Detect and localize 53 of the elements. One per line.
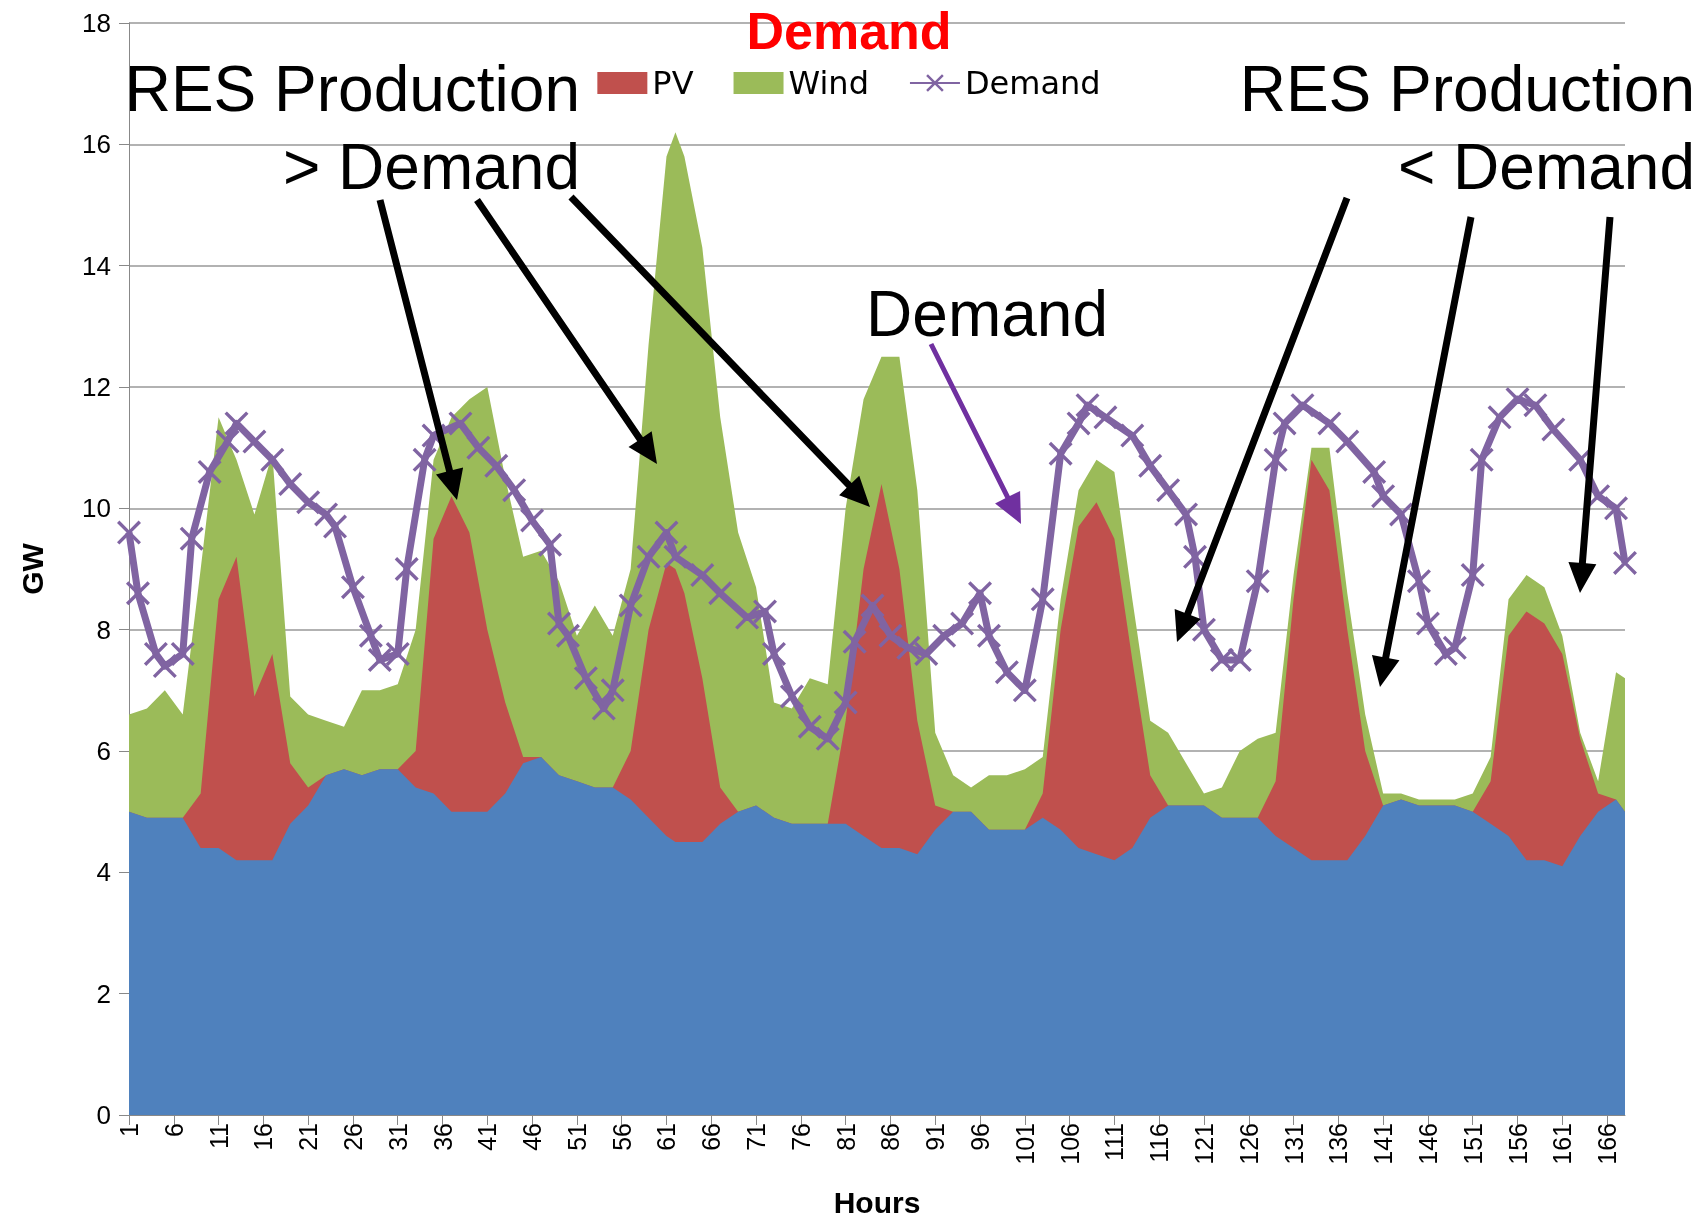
x-tick-label: 36 <box>428 1123 457 1151</box>
x-tick-label: 131 <box>1279 1123 1308 1165</box>
x-tick-label: 156 <box>1503 1123 1532 1165</box>
annotation: Demand <box>865 277 1108 352</box>
x-tick-label: 121 <box>1189 1123 1218 1165</box>
annotation: RES Production < Demand <box>1238 52 1695 205</box>
x-tick-label: 96 <box>966 1123 995 1151</box>
x-tick-label: 116 <box>1145 1123 1174 1163</box>
x-tick-label: 81 <box>831 1123 860 1151</box>
x-axis-title: Hours <box>833 1185 921 1219</box>
x-tick-label: 141 <box>1369 1123 1398 1165</box>
x-tick-label: 16 <box>249 1123 278 1151</box>
x-tick-label: 46 <box>518 1123 547 1151</box>
y-tick-label: 18 <box>82 8 111 38</box>
annotation: RES Production > Demand <box>123 52 580 205</box>
y-tick-label: 4 <box>96 857 111 888</box>
x-tick-label: 31 <box>383 1123 412 1151</box>
x-tick-label: 146 <box>1413 1123 1442 1165</box>
y-tick-label: 0 <box>96 1100 111 1130</box>
x-tick-label: 66 <box>697 1123 726 1151</box>
x-tick-label: 71 <box>742 1123 771 1151</box>
y-tick-label: 8 <box>96 614 111 645</box>
x-tick-label: 86 <box>876 1123 905 1151</box>
x-tick-label: 111 <box>1100 1123 1129 1162</box>
x-tick-label: 6 <box>159 1123 188 1137</box>
x-tick-label: 76 <box>786 1123 815 1151</box>
x-tick-label: 106 <box>1055 1123 1084 1165</box>
y-tick-label: 10 <box>82 493 111 524</box>
x-tick-label: 51 <box>562 1123 591 1151</box>
x-tick-label: 1 <box>115 1123 143 1137</box>
legend-label: PV <box>652 64 694 102</box>
x-tick-label: 91 <box>921 1123 950 1151</box>
y-tick-label: 16 <box>82 129 111 160</box>
y-tick-label: 2 <box>96 978 111 1009</box>
x-tick-label: 26 <box>338 1123 367 1151</box>
x-tick-label: 161 <box>1548 1123 1577 1165</box>
y-tick-label: 12 <box>82 372 111 402</box>
x-tick-label: 166 <box>1593 1123 1622 1165</box>
x-tick-label: 61 <box>652 1123 681 1151</box>
chart-title: Demand <box>746 2 952 60</box>
x-tick-label: 136 <box>1324 1123 1353 1165</box>
x-tick-label: 21 <box>294 1123 323 1151</box>
x-tick-label: 151 <box>1458 1123 1487 1165</box>
x-tick-label: 41 <box>473 1123 502 1151</box>
legend-label: Demand <box>964 64 1101 102</box>
y-axis-title: GW <box>15 542 49 595</box>
y-tick-label: 6 <box>96 736 111 766</box>
x-tick-label: 11 <box>204 1123 233 1149</box>
legend-label: Wind <box>788 64 869 102</box>
x-tick-label: 56 <box>607 1123 636 1151</box>
x-tick-label: 126 <box>1234 1123 1263 1165</box>
x-tick-label: 101 <box>1010 1123 1039 1165</box>
y-tick-label: 14 <box>82 250 111 281</box>
